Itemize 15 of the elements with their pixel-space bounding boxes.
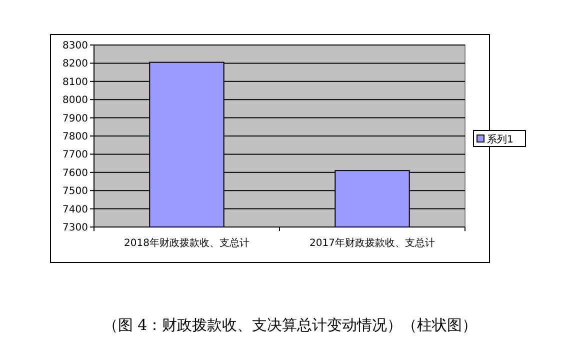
y-tick-label: 7300 [62,222,88,234]
y-tick-label: 7800 [62,132,88,142]
text: （图 4：财政拨款收、支决算总计变动情况）（柱状图） [102,316,478,334]
y-tick-label: 8200 [62,58,88,70]
y-tick-label: 8300 [62,40,88,52]
y-tick-label: 7400 [62,204,88,216]
x-tick-label: 2018年财政拨款收、支总计 [124,237,250,249]
y-tick-label: 7500 [62,186,88,198]
y-tick-label: 7900 [62,113,88,124]
y-tick-label: 8100 [62,76,88,88]
legend-label: 系列1 [487,134,514,146]
y-tick-label: 8000 [62,95,88,106]
y-tick-label: 7600 [62,168,88,179]
y-tick-label: 7700 [62,150,88,161]
x-tick-label: 2017年财政拨款收、支总计 [310,237,435,249]
